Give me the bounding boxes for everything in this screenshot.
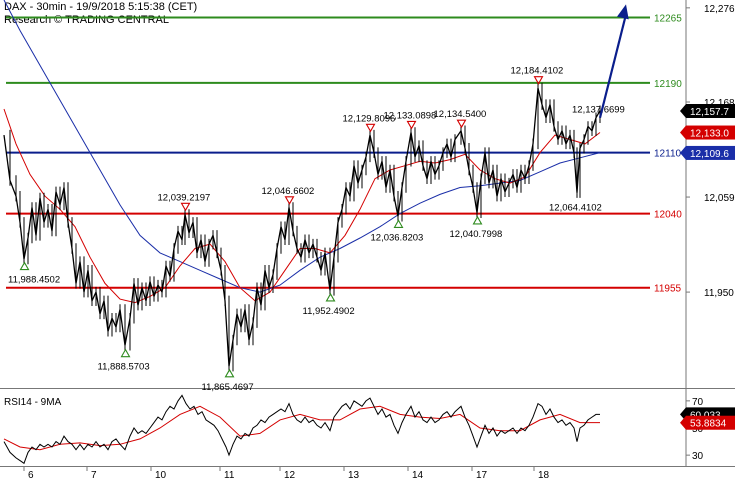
- value-tag-bg: [686, 103, 735, 118]
- annotation-label: 12,064.4102: [549, 202, 602, 213]
- time-axis: 6 7 10 11 12 13 14 17 18: [23, 466, 550, 480]
- swing-low-marker: [472, 215, 483, 225]
- annotation-label: 12,039.2197: [158, 192, 211, 203]
- value-tag-pointer: [680, 103, 686, 118]
- annotation-label: 12,040.7998: [450, 229, 503, 240]
- moving-averages: [3, 0, 601, 304]
- annotation-label: 12,129.8096: [343, 113, 396, 124]
- time-tick-label: 13: [348, 470, 360, 480]
- price-tick-label: 12,168: [704, 98, 735, 109]
- annotation-label: 11,952.4902: [303, 306, 355, 317]
- price-axis: 12,276 12,168 12,059 11,950: [686, 4, 735, 299]
- rsi-tick-label: 30: [692, 451, 704, 462]
- swing-low-marker: [120, 348, 131, 358]
- last-value-tags: 12,157.7 12,133.0 12,109.6: [680, 103, 735, 160]
- value-tag-pointer: [680, 415, 686, 430]
- time-tick-label: 7: [91, 470, 97, 480]
- price-tick-label: 11,950: [704, 288, 734, 299]
- value-tag-label: 12,157.7: [690, 107, 729, 118]
- price-tick-label: 12,059: [704, 193, 735, 204]
- level-label-11955: 11955: [654, 284, 682, 295]
- time-tick-label: 14: [412, 470, 424, 480]
- time-tick-label: 18: [538, 470, 550, 480]
- forecast-arrow: [598, 4, 629, 118]
- swing-high-marker: [284, 196, 295, 205]
- value-tag-pointer: [680, 125, 686, 140]
- time-tick-label: 12: [284, 470, 296, 480]
- rsi-title: RSI14 - 9MA: [4, 397, 62, 408]
- value-tag-label: 12,133.0: [690, 129, 729, 140]
- level-label-12265: 12265: [654, 13, 682, 24]
- chart-title: DAX - 30min - 19/9/2018 5:15:38 (CET): [4, 1, 198, 13]
- swing-high-marker: [406, 120, 417, 130]
- swing-high-marker: [180, 202, 191, 212]
- time-tick-label: 17: [476, 470, 488, 480]
- ma-fast-line: [3, 108, 601, 304]
- price-annotations: 11,988.4502 12,039.2197 11,888.5703 11,865.…: [8, 66, 625, 393]
- annotation-label: 12,137.6699: [572, 104, 625, 115]
- value-tag-bg: [686, 145, 735, 160]
- price-tick-label: 12,276: [704, 4, 735, 15]
- annotation-label: 12,134.5400: [434, 109, 487, 120]
- annotation-label: 12,184.4102: [511, 66, 564, 77]
- swing-high-marker: [533, 76, 544, 85]
- value-tag-bg: [686, 125, 735, 140]
- rsi-tick-label: 70: [692, 397, 704, 408]
- value-tag-bg: [686, 415, 735, 430]
- time-tick-label: 10: [155, 470, 167, 480]
- time-tick-label: 6: [28, 470, 34, 480]
- level-label-12190: 12190: [654, 79, 682, 90]
- value-tag-pointer: [680, 145, 686, 160]
- swing-low-marker: [393, 219, 404, 228]
- swing-high-marker: [456, 119, 467, 129]
- forecast-arrow-head: [617, 4, 629, 20]
- price-line: [3, 87, 601, 367]
- rsi-panel: RSI14 - 9MA 70503060.03353.8834: [3, 394, 735, 465]
- swing-high-marker: [365, 123, 376, 133]
- annotation-label: 11,865.4697: [202, 382, 254, 393]
- rsi-line: [3, 394, 600, 465]
- annotation-label: 12,036.8203: [371, 232, 424, 243]
- level-label-12110: 12110: [654, 149, 682, 160]
- forecast-arrow-shaft: [598, 14, 628, 118]
- chart-frame: [0, 0, 735, 467]
- annotation-label: 11,988.4502: [8, 275, 60, 286]
- rsi-ma-line: [3, 405, 600, 451]
- key-levels: 12265 12190 12110 12040 11955: [6, 13, 682, 295]
- swing-low-marker: [325, 292, 336, 302]
- time-tick-label: 11: [224, 470, 235, 480]
- annotation-label: 12,046.6602: [262, 186, 315, 197]
- value-tag-label: 53.8834: [690, 419, 727, 430]
- swing-low-marker: [224, 368, 235, 378]
- value-tag-label: 12,109.6: [690, 149, 729, 160]
- annotation-label: 11,888.5703: [98, 362, 150, 373]
- level-label-12040: 12040: [654, 210, 682, 221]
- swing-low-marker: [19, 261, 30, 271]
- price-series: [3, 82, 601, 372]
- annotation-label: 12,133.0898: [384, 110, 437, 121]
